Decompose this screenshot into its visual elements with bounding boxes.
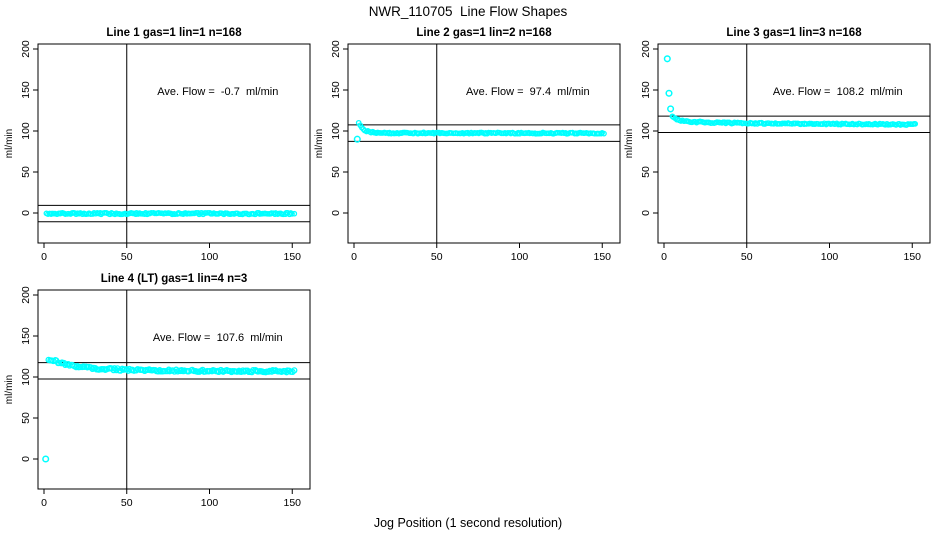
panel-3: 0 50 100 150 0 50 100 150 200 ml/min Line 3 gas=1 …: [624, 27, 931, 263]
y-tick-label: 50: [330, 166, 342, 178]
x-tick-label: 50: [431, 251, 443, 263]
outlier-point: [667, 105, 675, 113]
outlier-point: [353, 135, 361, 143]
y-tick-label: 200: [20, 40, 32, 58]
panel-4-points: [42, 356, 298, 463]
x-tick-label: 50: [741, 251, 753, 263]
main-title: NWR_110705 Line Flow Shapes: [368, 4, 568, 19]
data-point: [776, 120, 783, 127]
panel-title: Line 3 gas=1 lin=3 n=168: [726, 27, 862, 39]
panel-2: 0 50 100 150 0 50 100 150 200 ml/min Line 2 gas=1 …: [314, 27, 621, 263]
plot-box: [657, 43, 931, 244]
y-tick-label: 100: [330, 122, 342, 140]
data-point: [73, 363, 80, 371]
y-tick-label: 0: [20, 456, 32, 462]
y-tick-label: 150: [330, 81, 342, 99]
data-point: [860, 121, 866, 128]
data-point: [62, 211, 69, 217]
panel-title: Line 1 gas=1 lin=1 n=168: [106, 27, 242, 39]
x-axis-label: Jog Position (1 second resolution): [373, 516, 563, 530]
x-tick-label: 150: [283, 497, 301, 509]
outlier-point: [42, 455, 50, 463]
ave-flow-annotation: Ave. Flow = 107.6 ml/min: [153, 332, 283, 344]
x-tick-label: 0: [41, 251, 47, 263]
panel-2-points: [353, 119, 607, 143]
data-point: [526, 130, 533, 137]
data-point: [912, 121, 919, 127]
y-tick-label: 0: [20, 210, 32, 216]
panel-3-points: [663, 55, 919, 128]
y-tick-label: 50: [20, 412, 32, 424]
data-point: [77, 363, 84, 371]
panel-4: 0 50 100 150 0 50 100 150 200 ml/min Line 4 (LT) g…: [4, 273, 311, 509]
outlier-point: [665, 89, 673, 97]
y-axis-label: ml/min: [624, 129, 635, 158]
y-tick-label: 50: [640, 166, 652, 178]
x-tick-label: 100: [201, 497, 219, 509]
x-tick-label: 150: [593, 251, 611, 263]
y-axis-label: ml/min: [4, 375, 15, 404]
data-point: [291, 367, 298, 374]
plot-box: [347, 43, 621, 244]
y-tick-label: 150: [20, 327, 32, 345]
data-point: [803, 121, 810, 127]
x-tick-label: 100: [511, 251, 529, 263]
y-tick-label: 100: [640, 122, 652, 140]
outlier-point: [663, 55, 671, 63]
data-point: [289, 211, 295, 217]
panel-1-points: [43, 209, 298, 218]
y-tick-label: 200: [20, 286, 32, 304]
y-tick-label: 200: [330, 40, 342, 58]
x-tick-label: 100: [821, 251, 839, 263]
y-tick-label: 100: [20, 122, 32, 140]
data-point: [851, 121, 857, 128]
y-tick-label: 0: [330, 210, 342, 216]
panel-title: Line 2 gas=1 lin=2 n=168: [416, 27, 552, 39]
x-tick-label: 0: [41, 497, 47, 509]
ave-flow-annotation: Ave. Flow = 97.4 ml/min: [466, 86, 590, 98]
plot-box: [37, 289, 311, 490]
y-tick-label: 100: [20, 368, 32, 386]
x-tick-label: 0: [661, 251, 667, 263]
x-tick-label: 150: [283, 251, 301, 263]
y-axis-label: ml/min: [314, 129, 325, 158]
plot-box: [37, 43, 311, 244]
x-tick-label: 100: [201, 251, 219, 263]
data-point: [291, 210, 298, 217]
data-point: [148, 209, 155, 216]
y-tick-label: 150: [20, 81, 32, 99]
y-tick-label: 200: [640, 40, 652, 58]
panel-title: Line 4 (LT) gas=1 lin=4 n=3: [101, 273, 247, 285]
y-tick-label: 0: [640, 210, 652, 216]
y-tick-label: 150: [640, 81, 652, 99]
x-tick-label: 0: [351, 251, 357, 263]
y-axis-label: ml/min: [4, 129, 15, 158]
data-point: [601, 130, 607, 137]
data-point: [177, 367, 184, 375]
ave-flow-annotation: Ave. Flow = -0.7 ml/min: [157, 86, 278, 98]
y-tick-label: 50: [20, 166, 32, 178]
x-tick-label: 50: [121, 251, 133, 263]
ave-flow-annotation: Ave. Flow = 108.2 ml/min: [773, 86, 903, 98]
x-tick-label: 150: [903, 251, 921, 263]
x-tick-label: 50: [121, 497, 133, 509]
panel-1: 0 50 100 150 0 50 100 150 200 ml/min Line 1 gas=1 …: [4, 27, 311, 263]
